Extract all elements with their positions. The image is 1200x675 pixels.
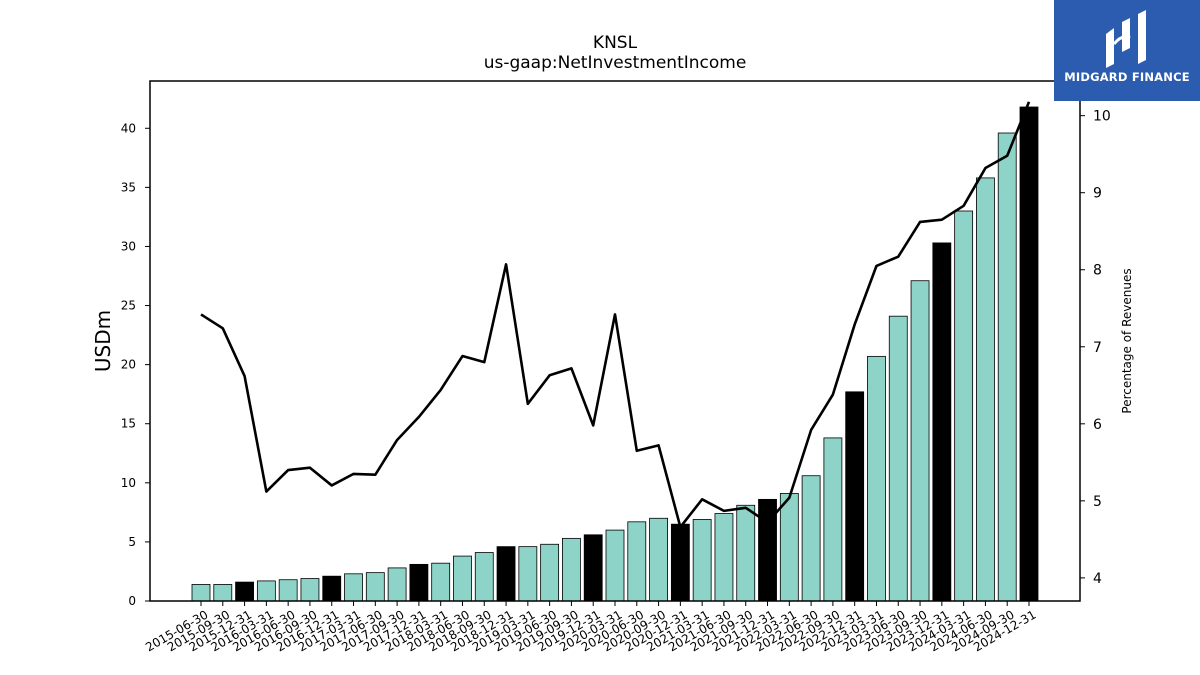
bar [932,242,952,602]
bar [692,519,712,602]
y-tick-label: 5 [128,535,136,549]
bar [670,523,690,602]
bar [562,537,581,602]
bar [300,578,320,602]
bar [518,546,538,602]
brand-logo: MIDGARD FINANCE [1054,0,1200,101]
bar [714,513,734,602]
y-right-tick-label: 6 [1093,417,1102,433]
bar [453,555,472,602]
bar [278,579,298,602]
y-right-axis-label: Percentage of Revenues [1120,268,1134,413]
series-line [200,101,1031,529]
bar [409,563,429,602]
y-right-tick-label: 7 [1093,340,1102,356]
bar [474,552,494,602]
y-tick-label: 30 [121,239,136,253]
bar [387,567,407,602]
y-axis-label: USDm [91,310,115,372]
bar [256,580,276,602]
bar [954,210,974,602]
bar [801,475,821,602]
bar [605,529,625,602]
y-tick-label: 10 [121,476,136,490]
logo-wordmark: MIDGARD FINANCE [1064,70,1190,84]
chart-title: KNSL [592,33,638,53]
y-right-tick-label: 4 [1093,571,1102,587]
bar [627,521,647,602]
bar [976,177,995,602]
bar [845,391,865,602]
y-tick-label: 15 [121,417,136,431]
bar [213,584,233,602]
bar [888,315,908,602]
y-right-tick-label: 5 [1093,494,1102,510]
bar [910,280,930,602]
bar [736,504,756,602]
y-tick-label: 40 [121,121,136,135]
bar [997,132,1017,602]
y-right-tick-label: 10 [1093,109,1111,125]
bar [779,493,799,602]
bar [649,517,668,602]
bar [431,562,451,602]
y-tick-label: 25 [121,299,136,313]
bar [235,581,254,602]
bar [867,355,886,602]
bar [823,437,843,602]
y-tick-label: 20 [121,358,136,372]
y-tick-label: 35 [121,180,136,194]
bar [191,584,211,602]
bar [496,546,516,602]
chart-subtitle: us-gaap:NetInvestmentIncome [483,53,747,73]
bar [540,543,560,602]
bar [365,572,385,602]
logo-mark-icon [1106,10,1146,68]
bar [344,573,363,602]
bar [1019,106,1039,602]
y-right-tick-label: 8 [1093,263,1102,279]
bar [322,575,342,602]
y-right-tick-label: 9 [1093,186,1102,202]
y-tick-label: 0 [128,594,136,608]
bar [583,534,603,602]
